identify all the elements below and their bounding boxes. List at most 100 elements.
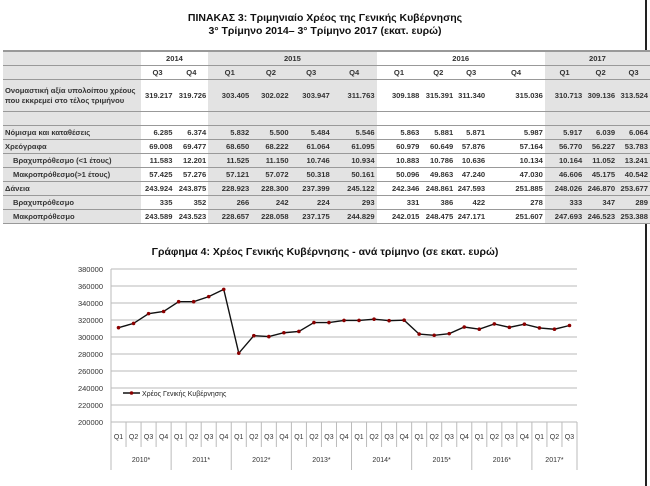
x-quarter-label: Q1 [535, 434, 544, 441]
cell-value: 303.947 [290, 79, 332, 112]
cell-value: 49.863 [421, 167, 456, 182]
cell-value: 10.934 [331, 153, 377, 168]
cell-value: 228.657 [208, 209, 252, 224]
cell-value: 11.052 [584, 153, 618, 168]
cell-value: 302.022 [251, 79, 291, 112]
y-tick-label: 340000 [78, 299, 103, 308]
cell-value: 242.015 [376, 209, 422, 224]
x-quarter-label: Q1 [354, 434, 363, 441]
data-point [206, 294, 211, 299]
cell-value: 57.425 [140, 167, 175, 182]
cell-value: 248.475 [421, 209, 456, 224]
x-quarter-label: Q4 [520, 434, 529, 441]
x-quarter-label: Q4 [219, 434, 228, 441]
cell-value: 13.241 [617, 153, 650, 168]
y-tick-label: 280000 [78, 350, 103, 359]
x-year-label: 2012* [252, 457, 271, 464]
cell-value: 6.064 [617, 125, 650, 140]
data-point [507, 325, 512, 330]
data-point [146, 311, 151, 316]
x-quarter-label: Q3 [324, 434, 333, 441]
cell-value: 57.072 [251, 167, 291, 182]
x-quarter-label: Q3 [384, 434, 393, 441]
y-tick-label: 200000 [78, 418, 103, 427]
cell-value: 5.546 [331, 125, 377, 140]
cell-value: 47.030 [487, 167, 545, 182]
header-blank [3, 65, 141, 80]
cell-value: 242.346 [376, 181, 422, 196]
year-header: 2015 [208, 50, 377, 66]
cell-value: 309.136 [584, 79, 618, 112]
x-quarter-label: Q4 [159, 434, 168, 441]
x-quarter-label: Q3 [565, 434, 574, 441]
cell-value: 10.786 [421, 153, 456, 168]
cell-value: 57.276 [174, 167, 209, 182]
page-border [645, 0, 647, 486]
cell-value: 50.318 [290, 167, 332, 182]
data-point [282, 330, 286, 335]
cell-value: 68.650 [208, 139, 252, 154]
cell-value: 69.477 [174, 139, 209, 154]
data-point [342, 318, 346, 323]
data-point [462, 325, 467, 329]
quarter-header: Q2 [421, 65, 456, 80]
cell-value: 60.649 [421, 139, 456, 154]
cell-value: 242 [251, 195, 291, 210]
y-tick-label: 300000 [78, 333, 103, 342]
cell-value: 5.881 [421, 125, 456, 140]
data-point [252, 333, 256, 338]
data-point [191, 299, 196, 304]
cell-value: 5.871 [455, 125, 488, 140]
row-label: Ονομαστική αξία υπολοίπου χρέους που εκκ… [3, 79, 141, 112]
cell-value: 313.524 [617, 79, 650, 112]
cell-value: 248.026 [544, 181, 585, 196]
cell-value: 246.523 [584, 209, 618, 224]
data-point [522, 322, 527, 327]
quarter-header: Q3 [290, 65, 332, 80]
x-quarter-label: Q2 [129, 434, 138, 441]
cell-value: 5.987 [487, 125, 545, 140]
cell-value: 53.783 [617, 139, 650, 154]
cell-value: 5.863 [376, 125, 422, 140]
cell-value: 289 [617, 195, 650, 210]
cell-value: 68.222 [251, 139, 291, 154]
row-label: Μακροπρόθεσμο [3, 209, 141, 224]
x-year-label: 2010* [132, 457, 151, 464]
data-point [537, 326, 542, 330]
cell-value: 244.829 [331, 209, 377, 224]
x-quarter-label: Q3 [204, 434, 213, 441]
cell-value: 315.036 [487, 79, 545, 112]
cell-value: 10.883 [376, 153, 422, 168]
data-point [492, 322, 497, 326]
cell-value: 5.832 [208, 125, 252, 140]
cell-value: 253.388 [617, 209, 650, 224]
row-label: Χρεόγραφα [3, 139, 141, 154]
cell-value: 10.636 [455, 153, 488, 168]
x-quarter-label: Q3 [144, 434, 153, 441]
cell-value: 61.064 [290, 139, 332, 154]
data-point [417, 332, 421, 336]
cell-value: 247.171 [455, 209, 488, 224]
cell-value: 11.150 [251, 153, 291, 168]
cell-value: 5.917 [544, 125, 585, 140]
quarter-header: Q1 [376, 65, 422, 80]
quarter-header: Q3 [140, 65, 175, 80]
cell-value: 251.607 [487, 209, 545, 224]
cell-value: 248.861 [421, 181, 456, 196]
debt-table: 2014 2015 2016 2017 Q3 Q4 Q1 Q2 Q3 Q4 Q1 Q2 Q3 Q4 Q1 Q2… [3, 50, 650, 224]
x-quarter-label: Q2 [189, 434, 198, 441]
cell-value: 10.134 [487, 153, 545, 168]
cell-value: 278 [487, 195, 545, 210]
x-quarter-label: Q2 [490, 434, 499, 441]
y-tick-label: 320000 [78, 316, 103, 325]
data-point [372, 317, 376, 321]
data-point [477, 327, 482, 331]
cell-value: 331 [376, 195, 422, 210]
data-point [131, 321, 136, 326]
cell-value: 10.164 [544, 153, 585, 168]
data-point [221, 287, 226, 292]
cell-value: 335 [140, 195, 175, 210]
x-quarter-label: Q2 [369, 434, 378, 441]
cell-value: 303.405 [208, 79, 252, 112]
